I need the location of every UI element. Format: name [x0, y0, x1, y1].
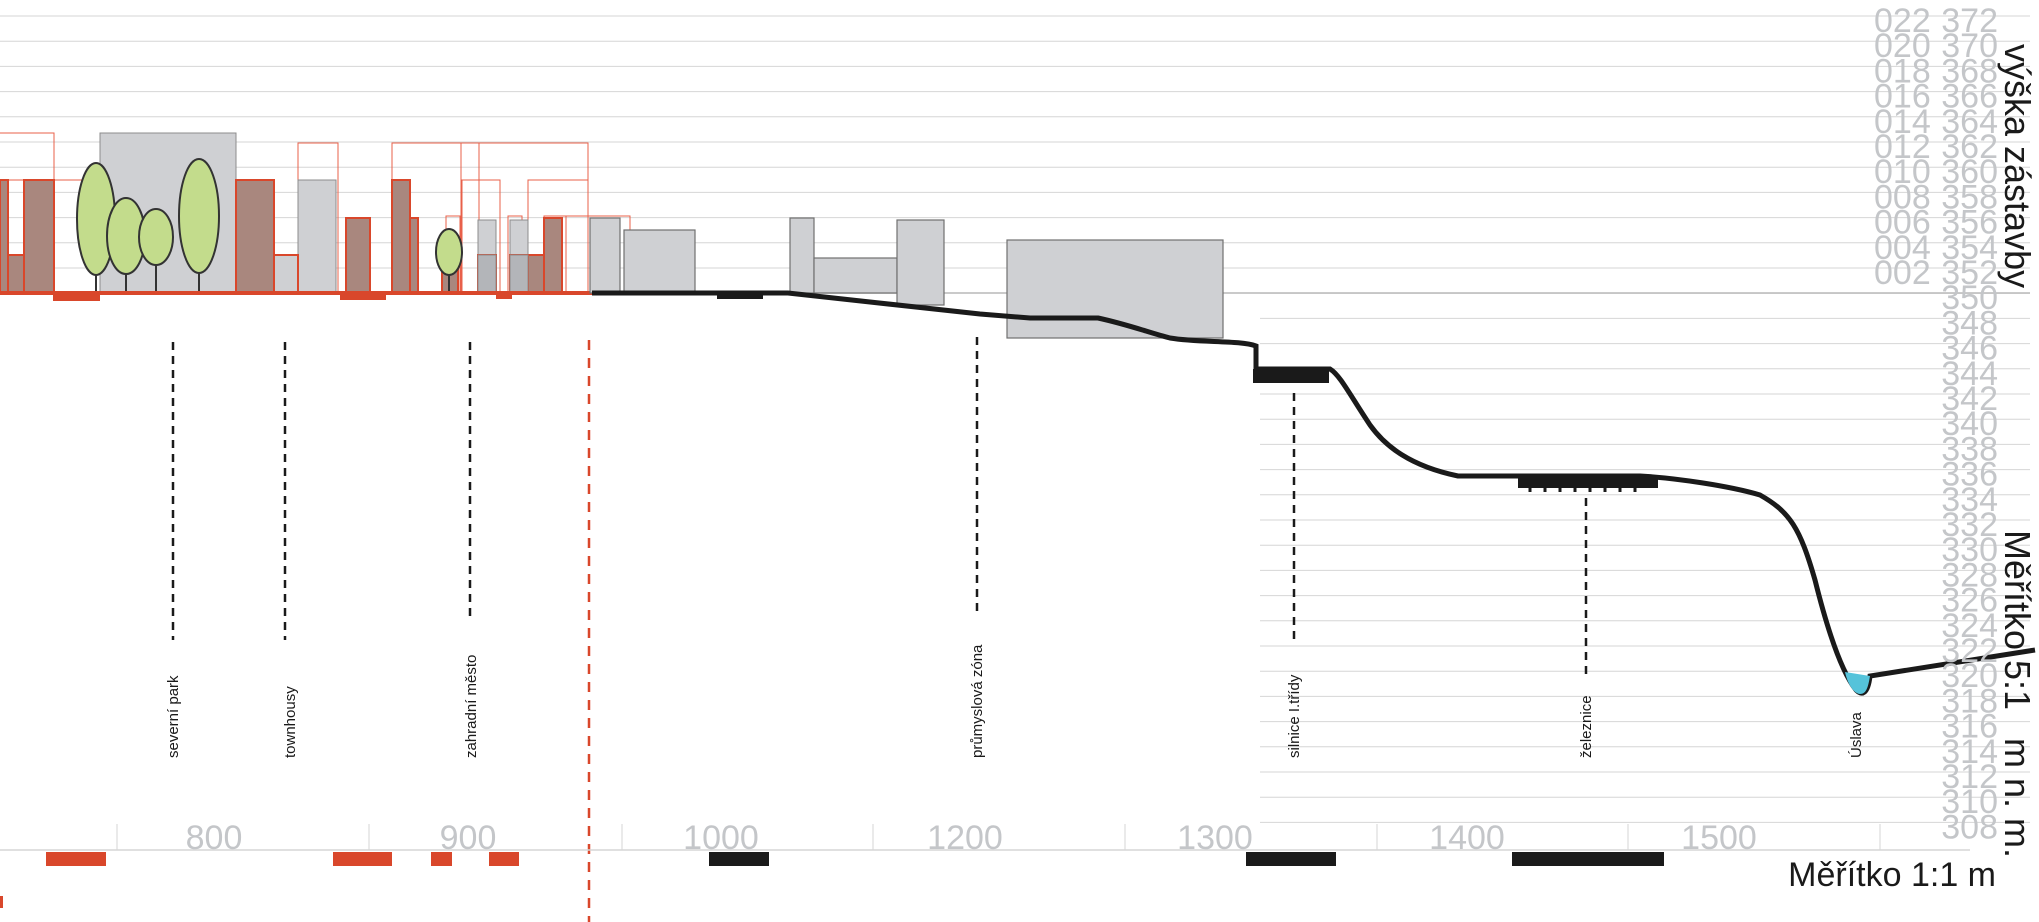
distance-label: 1500 [1681, 819, 1757, 857]
zone-leaders [171, 337, 1588, 675]
elevation-label: 312 [1941, 758, 1998, 796]
elevation-label: 316 [1941, 708, 1998, 746]
meritko-vertical-title: Měřítko 5:1 [1997, 530, 2038, 710]
distance-label: 1400 [1429, 819, 1505, 857]
height-label: 022 [1874, 2, 1931, 40]
elevation-label: 364 [1941, 103, 1998, 141]
height-label: 004 [1874, 229, 1931, 267]
elevation-label: 368 [1941, 52, 1998, 90]
elevation-label: 336 [1941, 456, 1998, 494]
distance-label: 900 [440, 819, 497, 857]
elevation-label: 372 [1941, 2, 1998, 40]
elevation-label: 338 [1941, 430, 1998, 468]
elevation-label: 340 [1941, 405, 1998, 443]
distance-label: 1200 [927, 819, 1003, 857]
proposed-ground-line [0, 291, 592, 301]
elevation-label: 366 [1941, 78, 1998, 116]
existing-buildings [589, 217, 1224, 339]
height-label: 016 [1874, 78, 1931, 116]
zone-label-silnice: silnice I.třídy [1286, 674, 1303, 758]
elevation-label: 344 [1941, 355, 1998, 393]
elevation-label: 346 [1941, 330, 1998, 368]
elevation-label: 348 [1941, 304, 1998, 342]
zone-labels: severní park townhousy zahradní město pr… [165, 644, 1865, 758]
distance-label: 800 [186, 819, 243, 857]
elevation-label: 350 [1941, 279, 1998, 317]
zone-label-zahradni-mesto: zahradní město [463, 655, 480, 758]
elevation-label: 324 [1941, 607, 1998, 645]
elevation-label: 354 [1941, 229, 1998, 267]
vyska-title: výška zástavby [1997, 44, 2038, 288]
height-label: 020 [1874, 27, 1931, 65]
terrain-profile [592, 290, 2036, 696]
elevation-label: 330 [1941, 531, 1998, 569]
height-label: 010 [1874, 153, 1931, 191]
elevation-label: 352 [1941, 254, 1998, 292]
zone-label-severni-park: severní park [165, 675, 182, 758]
elevation-label: 356 [1941, 204, 1998, 242]
elevation-label: 334 [1941, 481, 1998, 519]
zone-label-prumyslova-zona: průmyslová zóna [969, 644, 986, 758]
height-label: 018 [1874, 52, 1931, 90]
zone-label-townhousy: townhousy [282, 686, 299, 758]
units-vertical-title: m n. m. [1997, 738, 2038, 858]
elevation-label: 310 [1941, 783, 1998, 821]
elevation-label: 320 [1941, 657, 1998, 695]
elevation-label: 360 [1941, 153, 1998, 191]
height-label: 006 [1874, 204, 1931, 242]
elevation-label: 318 [1941, 682, 1998, 720]
elevation-label: 314 [1941, 733, 1998, 771]
height-label: 008 [1874, 178, 1931, 216]
zone-label-uslava: Úslava [1848, 711, 1865, 758]
elevation-label: 358 [1941, 178, 1998, 216]
elevation-label: 342 [1941, 380, 1998, 418]
distance-label: 1000 [683, 819, 759, 857]
elevation-gridlines [0, 15, 2030, 823]
elevation-label: 308 [1941, 808, 1998, 846]
distance-scale: 800 900 1000 1200 1300 1400 1500 [0, 819, 1970, 908]
height-label: 012 [1874, 128, 1931, 166]
elevation-label: 370 [1941, 27, 1998, 65]
elevation-label: 362 [1941, 128, 1998, 166]
elevation-label: 322 [1941, 632, 1998, 670]
height-label: 014 [1874, 103, 1931, 141]
distance-label: 1300 [1177, 819, 1253, 857]
elevation-scale: 3723703683663643623603583563543523503483… [1941, 2, 1998, 846]
height-label: 002 [1874, 254, 1931, 292]
meritko-horizontal-title: Měřítko 1:1 m [1788, 856, 1996, 894]
trees [76, 158, 463, 293]
zone-label-zeleznice: železnice [1578, 695, 1595, 758]
elevation-label: 326 [1941, 582, 1998, 620]
elevation-label: 328 [1941, 556, 1998, 594]
elevation-label: 332 [1941, 506, 1998, 544]
